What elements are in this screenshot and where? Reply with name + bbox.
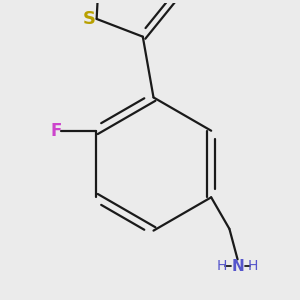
Text: H: H <box>248 260 258 273</box>
Text: S: S <box>83 10 96 28</box>
Text: H: H <box>217 260 227 273</box>
Text: N: N <box>231 259 244 274</box>
Text: F: F <box>50 122 61 140</box>
